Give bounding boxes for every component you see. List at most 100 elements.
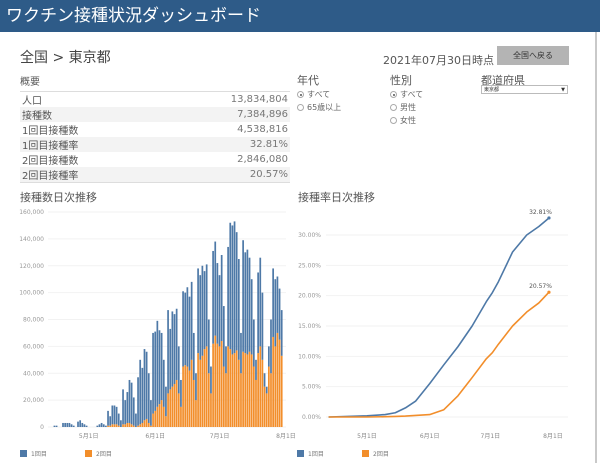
line-legend-dose2[interactable]: 2回目 [362, 449, 389, 458]
bar-dose2 [152, 413, 154, 427]
y-tick-label: 60,000 [23, 343, 44, 350]
end-label: 20.57% [529, 283, 552, 290]
bar-dose1 [212, 250, 214, 344]
bar-dose1 [278, 288, 281, 340]
bar-dose2 [107, 425, 109, 427]
bar-dose1 [167, 310, 169, 394]
bar-dose2 [113, 424, 116, 427]
summary-value: 32.81% [154, 137, 290, 152]
prefecture-select[interactable]: 東京都 ▼ [481, 85, 568, 94]
bar-dose2 [141, 422, 144, 427]
bar-dose2 [203, 349, 206, 427]
bar-dose1 [186, 287, 189, 367]
bar-dose2 [244, 353, 247, 427]
age-option[interactable]: 65歳以上 [297, 101, 341, 114]
bar-dose2 [126, 422, 129, 427]
bar-dose1 [237, 259, 240, 360]
line-dose1 [328, 217, 550, 418]
bar-dose2 [197, 353, 199, 427]
bar-dose1 [128, 379, 131, 423]
age-filter-label: 年代 [297, 74, 319, 87]
sex-filter-label: 性別 [390, 74, 412, 87]
sex-filter: 性別 すべて男性 女性 [390, 72, 423, 127]
summary-label: 1回目接種率 [20, 137, 154, 152]
bar-dose1 [182, 291, 184, 367]
summary-row: 1回目接種率 32.81% [20, 137, 290, 152]
summary-row: 2回目接種率 20.57% [20, 167, 290, 183]
bar-dose1 [216, 263, 219, 344]
bar-dose1 [143, 349, 146, 421]
bar-dose2 [237, 359, 240, 427]
bar-dose1 [85, 425, 88, 427]
bar-dose1 [132, 397, 135, 426]
bar-dose1 [205, 264, 208, 347]
age-option[interactable]: すべて [297, 88, 341, 101]
radio-button[interactable] [390, 91, 397, 98]
line-chart-title: 接種率日次推移 [298, 191, 375, 204]
bar-dose1 [244, 252, 247, 354]
bar-dose2 [143, 420, 146, 427]
y-tick-label: 0 [40, 424, 44, 431]
bar-dose2 [246, 354, 249, 427]
legend-swatch [362, 450, 369, 457]
bar-dose1 [199, 275, 202, 360]
bar-dose2 [186, 366, 189, 427]
radio-button[interactable] [297, 104, 304, 111]
bar-dose1 [203, 271, 206, 350]
summary-label: 1回目接種数 [22, 126, 79, 137]
end-label: 32.81% [529, 209, 552, 216]
y-tick-label: 20,000 [23, 397, 44, 404]
bar-legend-dose1[interactable]: 1回目 [20, 449, 47, 458]
option-label: すべて [400, 90, 424, 99]
bar-dose1 [66, 422, 69, 427]
bar-dose2 [242, 351, 244, 427]
radio-button[interactable] [390, 117, 397, 124]
bar-dose2 [274, 346, 277, 427]
bar-dose1 [135, 413, 137, 427]
radio-button[interactable] [297, 91, 304, 98]
bar-dose1 [145, 351, 148, 419]
bar-dose2 [270, 373, 272, 427]
bar-dose1 [180, 379, 182, 407]
bar-dose2 [173, 384, 176, 427]
bar-dose2 [263, 386, 266, 427]
bar-dose2 [162, 406, 165, 427]
bar-dose2 [233, 353, 236, 427]
bar-dose1 [130, 382, 133, 425]
bar-dose1 [207, 319, 210, 374]
bar-dose2 [188, 370, 191, 427]
bar-dose1 [107, 410, 109, 426]
back-to-national-button[interactable]: 全国へ戻る [497, 46, 569, 65]
bar-dose1 [113, 405, 116, 425]
summary-table: 人口 13,834,804 接種数 7,384,896 1回目接種数 4,538,816 1… [20, 91, 290, 183]
bar-legend-dose2[interactable]: 2回目 [85, 449, 112, 458]
bar-dose1 [242, 240, 244, 352]
bar-dose1 [53, 425, 56, 427]
bar-dose1 [257, 272, 259, 354]
chevron-down-icon: ▼ [561, 87, 565, 93]
bar-dose2 [240, 373, 242, 427]
bar-dose2 [259, 346, 262, 427]
bar-dose1 [240, 332, 242, 374]
bar-dose2 [156, 406, 159, 427]
bar-dose1 [227, 246, 229, 347]
bar-dose1 [171, 311, 174, 387]
sex-option[interactable]: 男性 [390, 101, 423, 114]
bar-dose1 [100, 422, 103, 427]
right-border [595, 32, 597, 463]
x-tick-label: 5月1日 [79, 433, 99, 440]
radio-button[interactable] [390, 104, 397, 111]
bar-dose2 [227, 346, 229, 427]
legend-label: 2回目 [96, 451, 112, 458]
bar-dose1 [126, 392, 129, 423]
sex-option[interactable]: すべて [390, 88, 423, 101]
sex-option[interactable]: 女性 [390, 114, 423, 127]
x-tick-label: 8月1日 [543, 433, 563, 440]
summary-label: 2回目接種率 [20, 167, 154, 183]
line-legend-dose1[interactable]: 1回目 [297, 449, 324, 458]
bar-dose1 [250, 279, 253, 355]
bar-dose2 [122, 424, 124, 427]
y-tick-label: 25.00% [298, 262, 321, 269]
bar-dose2 [248, 351, 251, 427]
summary-value: 7,384,896 [154, 107, 290, 122]
